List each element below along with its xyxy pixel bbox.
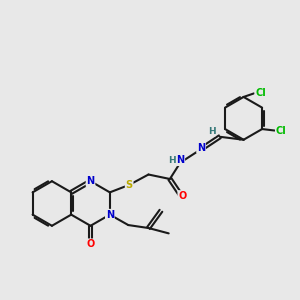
Text: Cl: Cl <box>255 88 266 98</box>
Text: O: O <box>178 191 187 201</box>
Text: H: H <box>208 127 215 136</box>
Text: N: N <box>106 210 114 220</box>
Text: Cl: Cl <box>276 125 286 136</box>
Text: S: S <box>126 180 133 190</box>
Text: N: N <box>176 155 184 165</box>
Text: N: N <box>197 143 205 153</box>
Text: N: N <box>86 176 94 186</box>
Text: H: H <box>168 156 176 165</box>
Text: O: O <box>86 239 95 249</box>
